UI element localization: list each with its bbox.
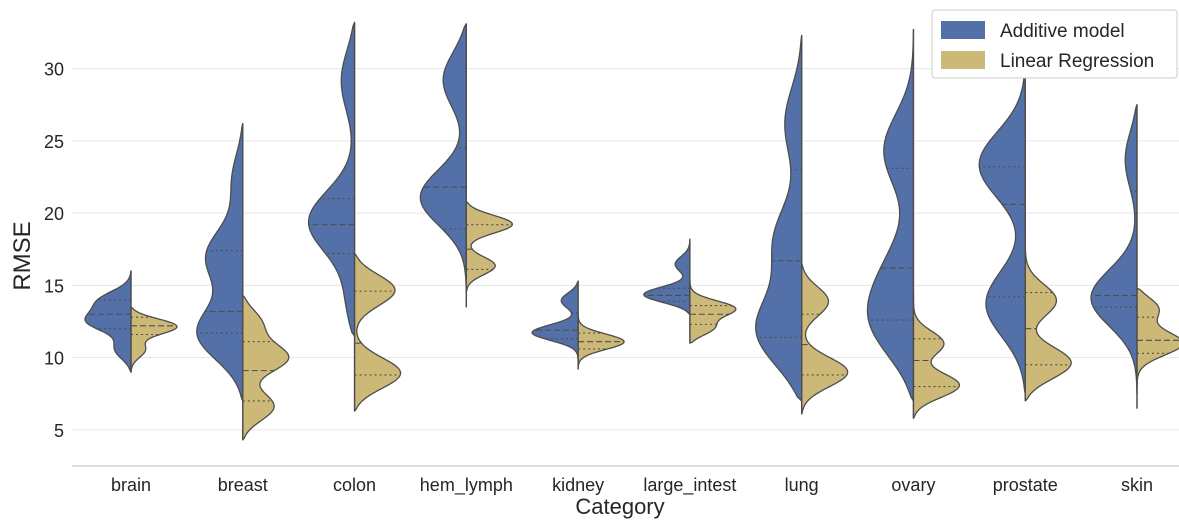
x-tick-label: ovary xyxy=(891,475,935,495)
legend-box xyxy=(931,9,1178,79)
x-tick-label: large_intest xyxy=(643,475,736,496)
legend-swatch-additive-model xyxy=(941,21,985,39)
violin-half-additive-model-large_intest xyxy=(643,238,691,315)
y-axis-ticks: 5 10 15 20 25 30 xyxy=(44,60,64,441)
violin-half-linear-regression-lung xyxy=(801,263,849,415)
violin-half-linear-regression-large_intest xyxy=(689,277,737,344)
violin-half-additive-model-lung xyxy=(755,34,803,402)
x-axis-ticks: brain breast colon hem_lymph kidney large_int… xyxy=(111,475,1153,496)
violin-half-linear-regression-colon xyxy=(353,252,402,412)
y-tick-label: 30 xyxy=(44,60,64,80)
x-tick-label: lung xyxy=(785,475,819,495)
y-tick-label: 5 xyxy=(54,421,64,441)
violin-plot-area xyxy=(84,21,1179,441)
x-tick-label: skin xyxy=(1121,475,1153,495)
violin-half-additive-model-hem_lymph xyxy=(419,23,467,308)
y-axis-label: RMSE xyxy=(9,221,36,290)
violin-half-additive-model-brain xyxy=(84,270,132,373)
y-tick-label: 20 xyxy=(44,204,64,224)
violin-half-linear-regression-skin xyxy=(1136,287,1179,409)
x-tick-label: prostate xyxy=(993,475,1058,495)
y-tick-label: 10 xyxy=(44,349,64,369)
violin-half-additive-model-skin xyxy=(1090,104,1138,395)
violin-half-additive-model-breast xyxy=(196,122,244,402)
y-tick-label: 15 xyxy=(44,276,64,296)
legend: Additive model Linear Regression xyxy=(931,9,1178,79)
y-tick-label: 25 xyxy=(44,132,64,152)
violin-half-linear-regression-ovary xyxy=(912,291,961,419)
x-tick-label: breast xyxy=(218,475,268,495)
x-tick-label: brain xyxy=(111,475,151,495)
violin-half-linear-regression-hem_lymph xyxy=(465,200,513,294)
x-axis-label: Category xyxy=(575,494,664,519)
legend-label-additive-model: Additive model xyxy=(1000,21,1125,42)
violin-half-linear-regression-breast xyxy=(242,294,290,441)
x-tick-label: hem_lymph xyxy=(420,475,513,496)
violin-half-additive-model-kidney xyxy=(531,280,579,362)
x-tick-label: kidney xyxy=(552,475,604,495)
legend-label-linear-regression: Linear Regression xyxy=(1000,51,1154,72)
violin-half-linear-regression-prostate xyxy=(1024,237,1072,402)
violin-half-additive-model-colon xyxy=(307,21,356,337)
legend-swatch-linear-regression xyxy=(941,51,985,69)
violin-half-additive-model-prostate xyxy=(978,53,1026,395)
violin-half-additive-model-ovary xyxy=(866,28,915,402)
x-tick-label: colon xyxy=(333,475,376,495)
violin-half-linear-regression-brain xyxy=(130,306,178,373)
